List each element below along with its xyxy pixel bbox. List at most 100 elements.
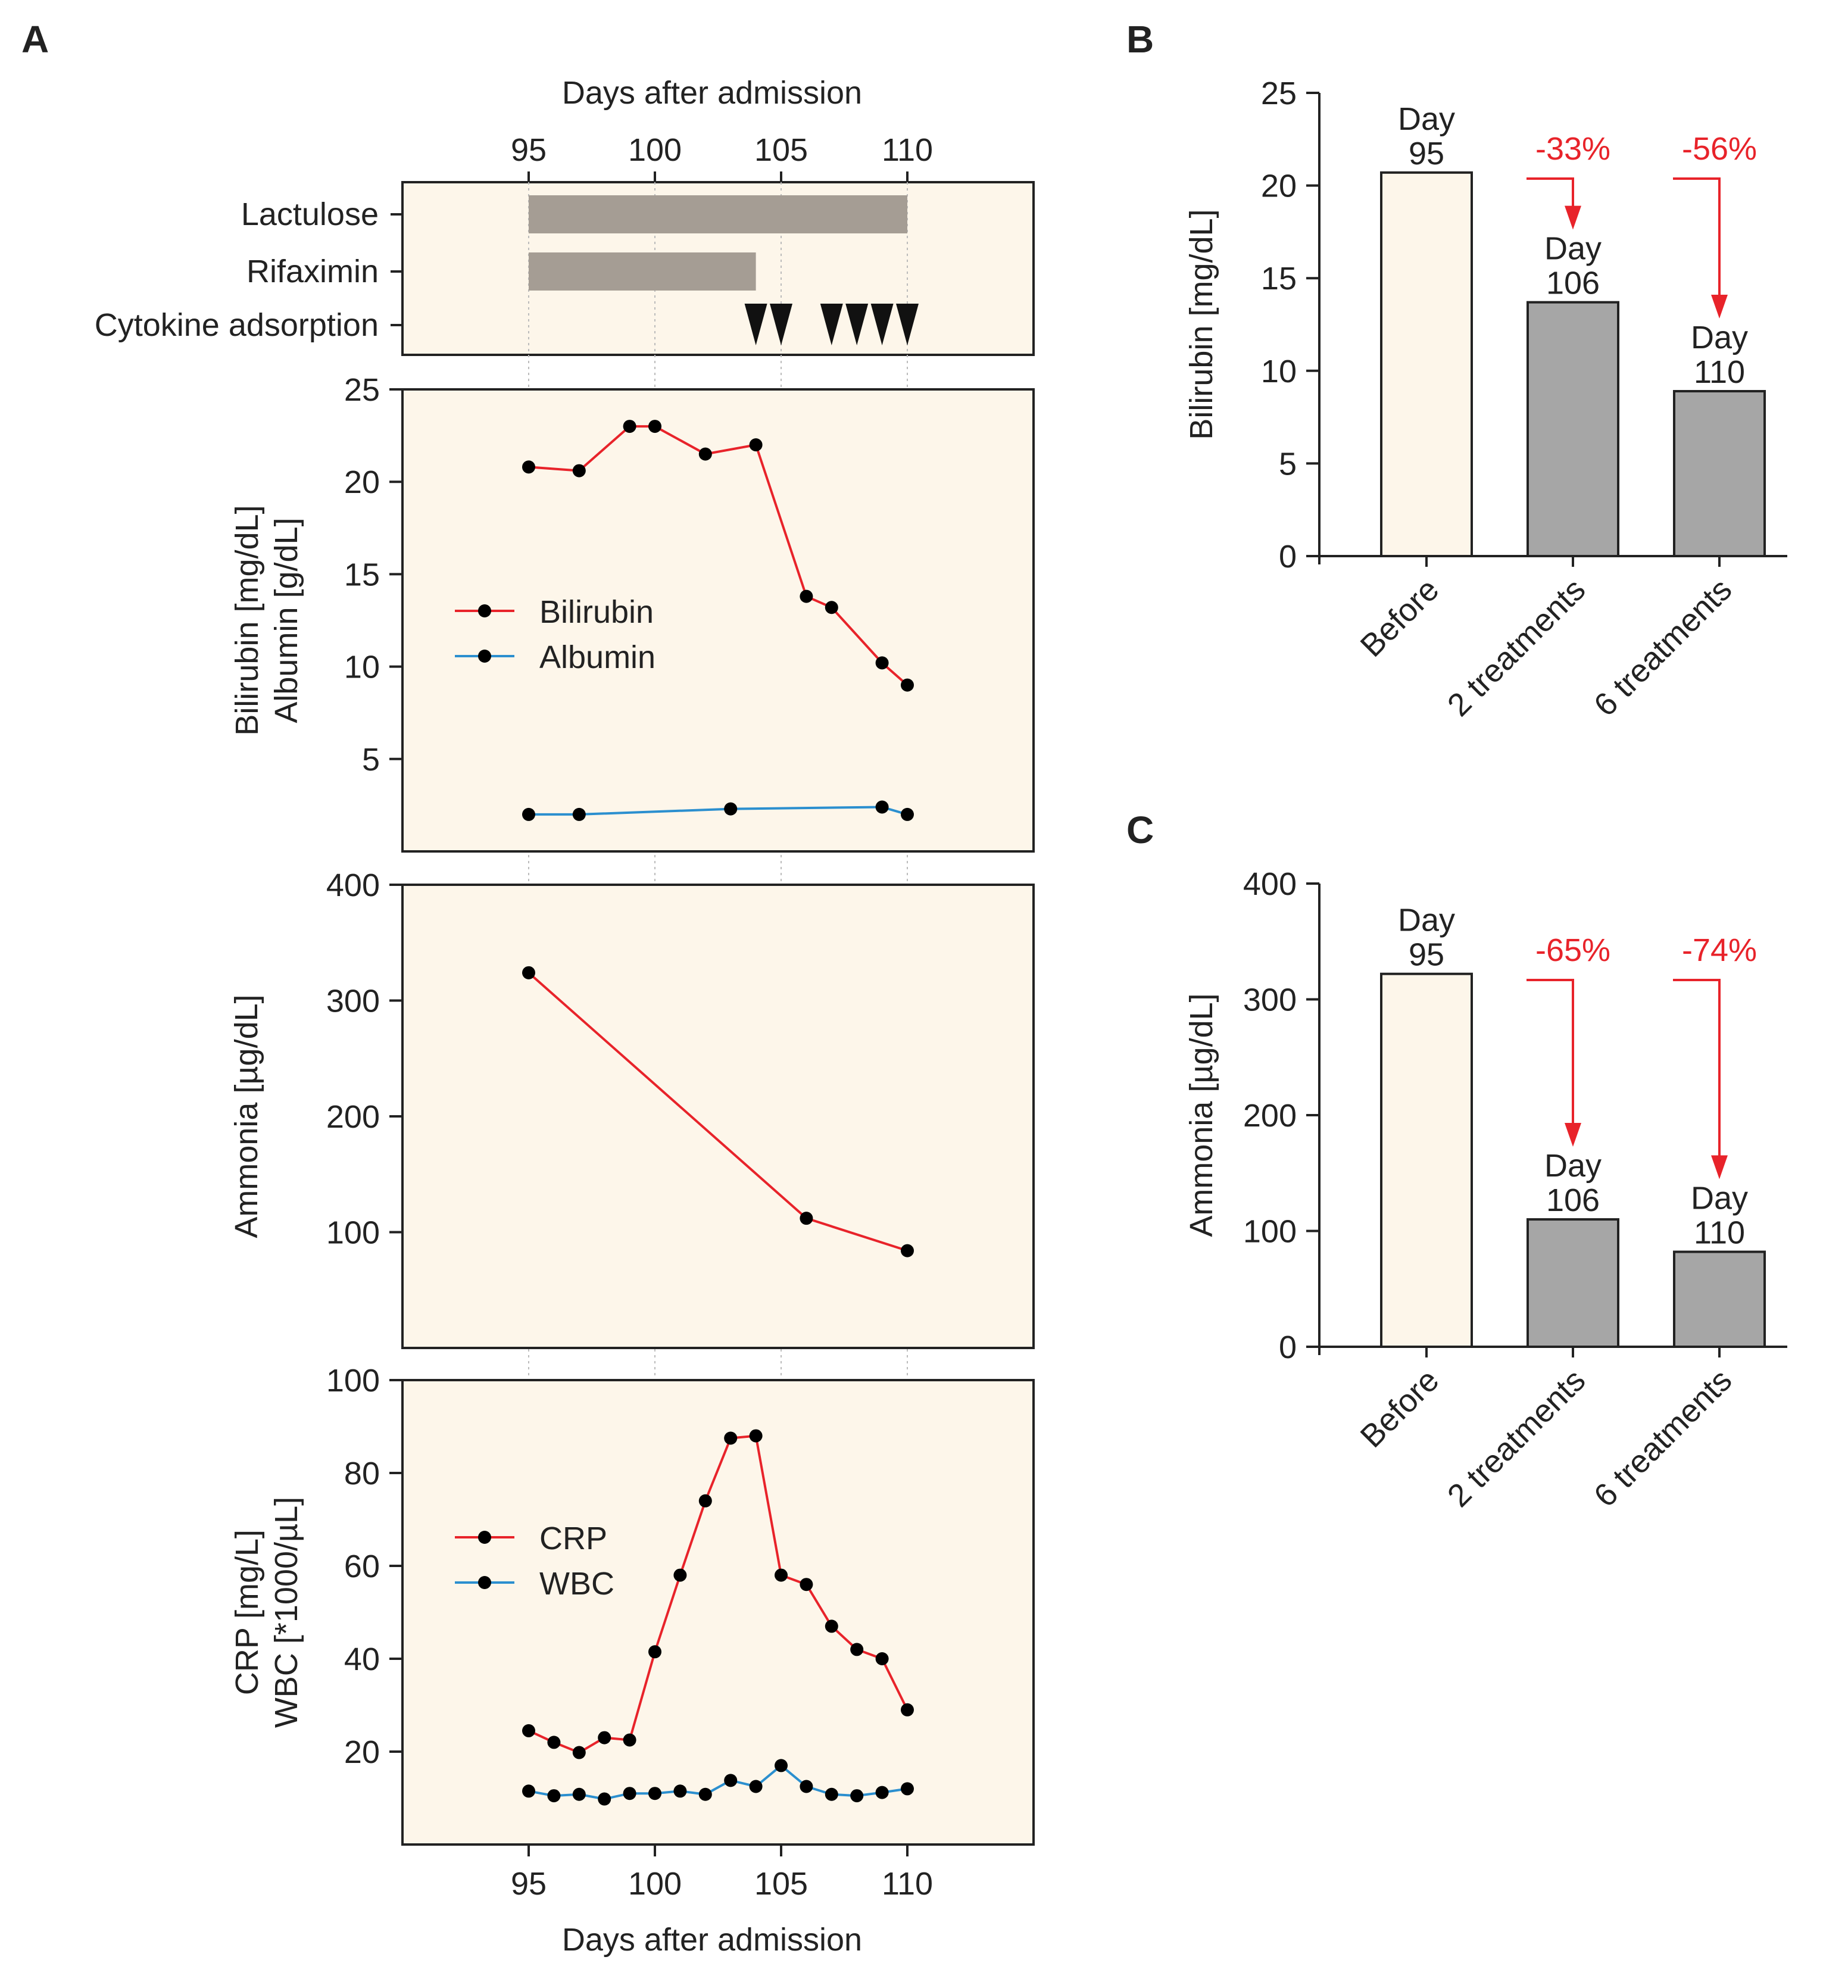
- bilirubin-point: [522, 460, 535, 474]
- y-axis-tick-label: 100: [326, 1215, 380, 1251]
- wbc-point: [698, 1787, 712, 1801]
- legend-bilirubin-label: Bilirubin: [539, 594, 654, 630]
- top-axis-tick-label: 105: [754, 132, 808, 168]
- legend-albumin-marker: [478, 650, 491, 663]
- crp-line: [528, 1434, 909, 1754]
- y-axis-tick-label: 200: [1243, 1098, 1297, 1134]
- wbc-point: [673, 1784, 687, 1798]
- bar-before: [1380, 972, 1473, 1348]
- x-axis-tick-label: 100: [628, 1866, 682, 1902]
- y-axis-title: Albumin [g/dL]: [269, 517, 304, 723]
- change-arrow-head: [1711, 295, 1728, 319]
- wbc-point: [547, 1789, 561, 1803]
- top-axis-title: Days after admission: [562, 75, 862, 111]
- track-label: Lactulose: [241, 196, 379, 232]
- bar-6-treatments: [1673, 390, 1766, 557]
- percent-change-label: -56%: [1682, 131, 1757, 167]
- x-axis-tick-label: 105: [754, 1866, 808, 1902]
- change-arrow-head: [1565, 205, 1581, 230]
- top-axis-tick-label: 110: [882, 132, 933, 168]
- bilirubin-legend: Bilirubin Albumin: [455, 594, 655, 675]
- wbc-point: [875, 1786, 889, 1799]
- ammonia-plot-area: [401, 884, 1035, 1349]
- legend-bilirubin-marker: [478, 604, 491, 617]
- albumin-point: [572, 807, 586, 821]
- change-arrow-line: [1527, 177, 1574, 210]
- bar-day-value: 95: [1409, 136, 1444, 171]
- treatment-bar-rifaximin: [529, 252, 756, 291]
- y-axis-tick-label: 40: [344, 1641, 380, 1677]
- y-axis-title: Bilirubin [mg/dL]: [1184, 209, 1219, 439]
- panel-label-a: A: [21, 18, 49, 61]
- crp-point: [775, 1568, 788, 1582]
- crp-point: [572, 1746, 586, 1759]
- change-arrow-line: [1527, 979, 1574, 1127]
- crp-point: [648, 1645, 661, 1659]
- y-axis-tick-label: 60: [344, 1549, 380, 1584]
- legend-albumin-label: Albumin: [539, 639, 655, 675]
- y-axis-tick-label: 0: [1279, 1330, 1297, 1365]
- x-axis-category-label: Before: [1354, 1362, 1446, 1455]
- treatment-timeline-panel: Days after admission 95 100 105 110 Lactulo…: [95, 75, 1035, 1380]
- bilirubin-point: [749, 438, 763, 452]
- wbc-line: [528, 1764, 908, 1800]
- wbc-point: [522, 1784, 535, 1798]
- bar-day-label: Day: [1398, 903, 1455, 938]
- wbc-point: [648, 1787, 661, 1800]
- bilirubin-point: [698, 447, 712, 461]
- bilirubin-point: [648, 420, 661, 433]
- ammonia-point: [522, 966, 535, 979]
- bar-before: [1380, 171, 1473, 558]
- change-arrow-line: [1673, 979, 1721, 1159]
- crp-point: [598, 1731, 611, 1744]
- change-arrow-line: [1673, 177, 1721, 299]
- crp-point: [522, 1724, 535, 1737]
- y-axis-tick-label: 80: [344, 1456, 380, 1491]
- bar-day-value: 106: [1546, 1182, 1600, 1218]
- crp-point: [825, 1619, 838, 1633]
- legend-wbc-label: WBC: [539, 1566, 614, 1602]
- y-axis-tick-label: 300: [326, 984, 380, 1019]
- bilirubin-albumin-panel: 5 10 15 20 25 Bilirubin [mg/dL] Albumin [g/dL…: [229, 372, 1035, 853]
- y-axis-title: Ammonia [µg/dL]: [1184, 993, 1219, 1237]
- wbc-point: [623, 1787, 636, 1800]
- bar-day-value: 95: [1409, 937, 1444, 973]
- panel-label-c: C: [1126, 809, 1154, 851]
- crp-point: [698, 1494, 712, 1508]
- ammonia-point: [901, 1244, 914, 1257]
- panel-label-b: B: [1126, 18, 1154, 61]
- track-label: Cytokine adsorption: [95, 307, 379, 343]
- wbc-point: [598, 1792, 611, 1806]
- bilirubin-point: [901, 678, 914, 692]
- x-axis-tick-label: 110: [882, 1866, 933, 1902]
- x-axis-category-label: 6 treatments: [1587, 1362, 1739, 1514]
- bar-day-label: Day: [1691, 1181, 1748, 1216]
- x-axis-tick-label: 95: [511, 1866, 547, 1902]
- y-axis-tick-label: 25: [1261, 76, 1297, 111]
- bar-day-label: Day: [1544, 1148, 1602, 1184]
- crp-point: [724, 1431, 738, 1445]
- legend-crp-marker: [478, 1531, 491, 1544]
- x-axis-category-label: Before: [1354, 572, 1446, 664]
- crp-wbc-panel: 20 40 60 80 100 95 100 105 110 CRP [mg/L] WBC [*…: [229, 1363, 1035, 1958]
- bar-day-label: Day: [1544, 231, 1602, 267]
- albumin-point: [522, 807, 535, 821]
- y-axis-title: WBC [*1000/µL]: [269, 1497, 304, 1728]
- bar-day-value: 110: [1694, 1215, 1745, 1251]
- legend-crp-label: CRP: [539, 1521, 607, 1556]
- percent-change-label: -74%: [1682, 932, 1757, 968]
- ammonia-point: [800, 1212, 813, 1225]
- bar-2-treatments: [1527, 1218, 1619, 1349]
- wbc-point: [749, 1780, 763, 1793]
- bottom-axis-title: Days after admission: [562, 1922, 862, 1958]
- bar-day-label: Day: [1691, 320, 1748, 355]
- legend-wbc-marker: [478, 1576, 491, 1589]
- y-axis-tick-label: 15: [1261, 261, 1297, 297]
- y-axis-tick-label: 15: [344, 557, 380, 592]
- crp-plot-area: [401, 1379, 1035, 1846]
- bilirubin-point: [623, 420, 636, 433]
- bilirubin-point: [825, 601, 838, 614]
